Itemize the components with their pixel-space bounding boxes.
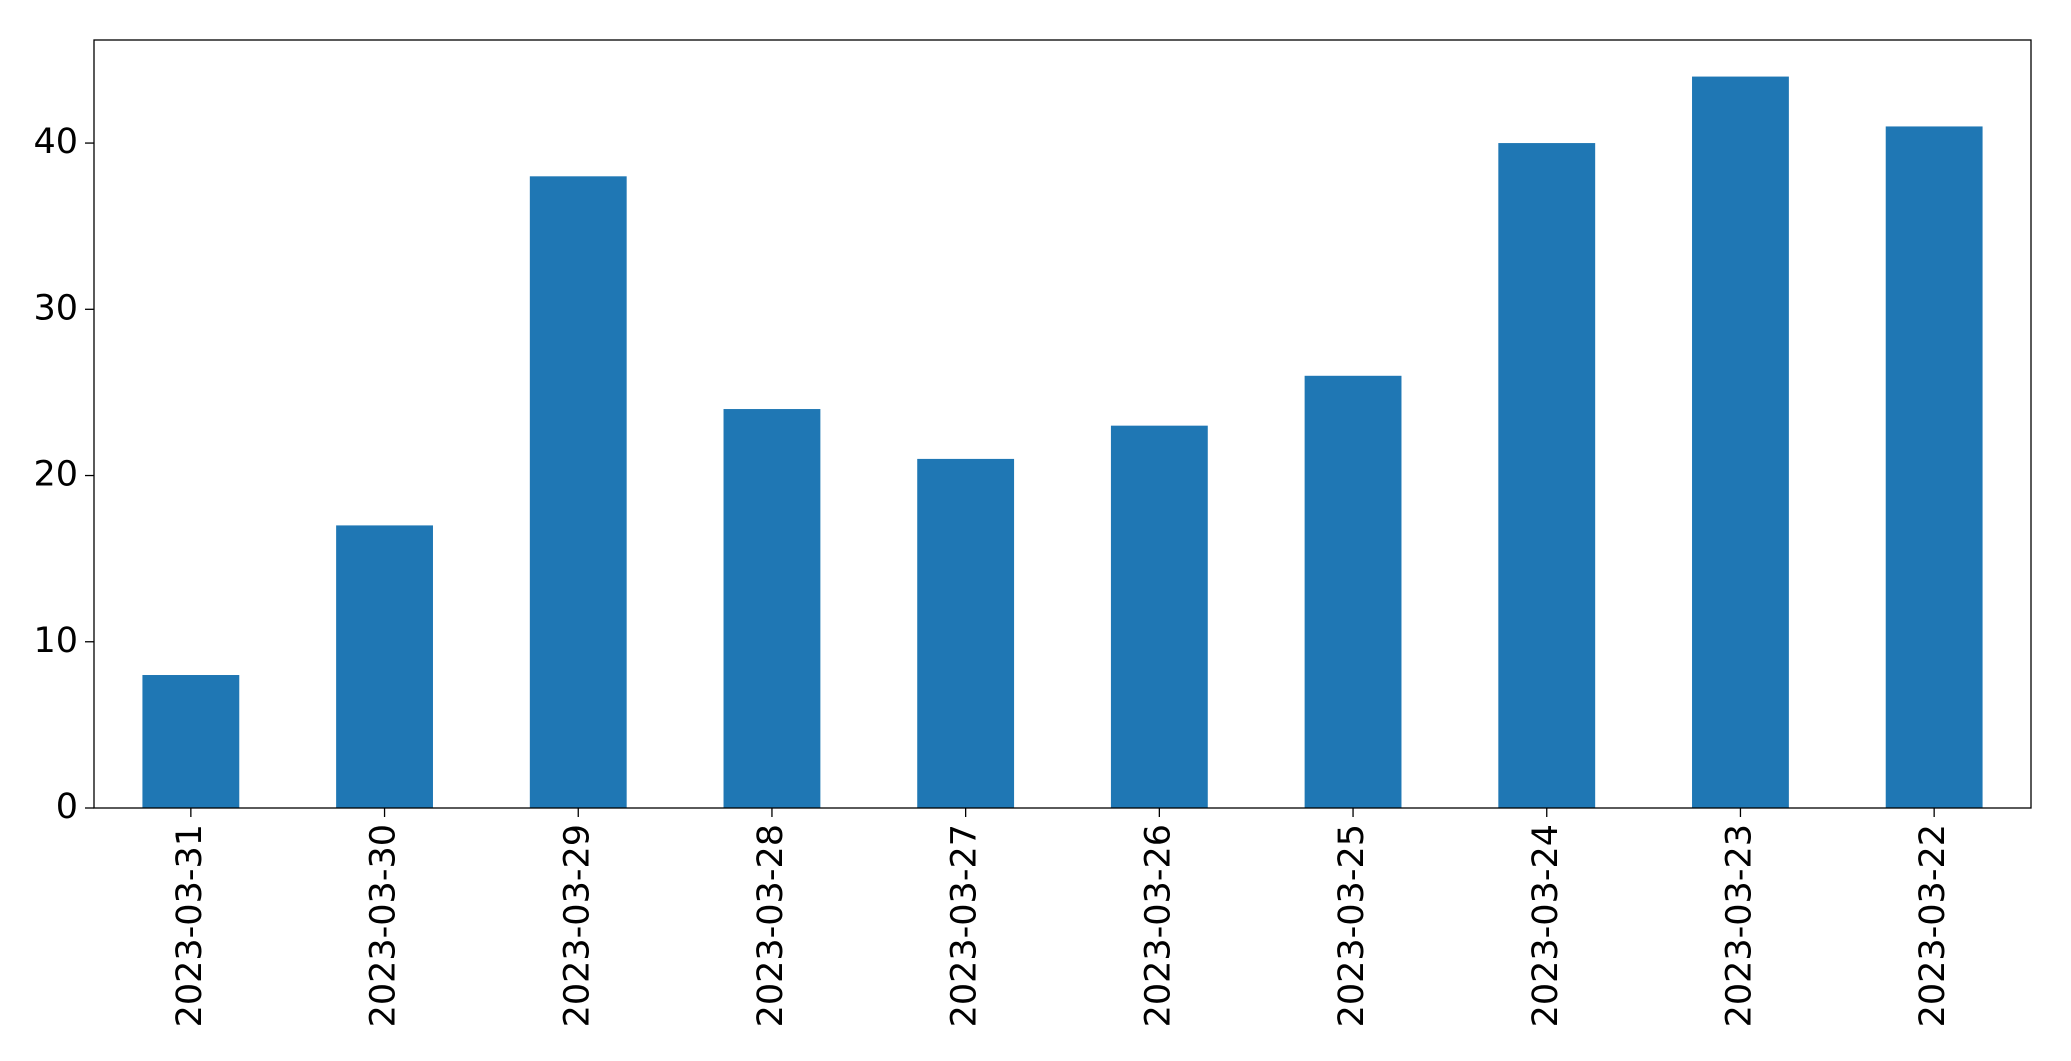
- x-tick-label: 2023-03-26: [1138, 824, 1178, 1027]
- x-tick-label: 2023-03-28: [751, 824, 791, 1027]
- bar: [1885, 126, 1983, 809]
- bar: [1498, 143, 1596, 808]
- bar: [723, 409, 821, 808]
- x-tick-label: 2023-03-25: [1332, 824, 1372, 1027]
- y-tick-label: 10: [33, 621, 78, 661]
- y-tick-label: 0: [56, 787, 78, 827]
- x-tick-label: 2023-03-30: [364, 824, 404, 1027]
- bar: [1692, 76, 1789, 809]
- bar: [529, 176, 627, 808]
- x-tick-label: 2023-03-27: [945, 824, 985, 1027]
- bar: [917, 458, 1015, 808]
- x-tick-label: 2023-03-23: [1719, 824, 1759, 1027]
- y-tick-label: 20: [33, 455, 78, 495]
- x-tick-label: 2023-03-24: [1526, 824, 1566, 1027]
- bar: [142, 675, 240, 808]
- x-tick-label: 2023-03-29: [557, 824, 597, 1027]
- y-tick-label: 40: [33, 122, 78, 162]
- y-tick-label: 30: [33, 288, 78, 328]
- bar: [1110, 425, 1208, 808]
- x-tick-label: 2023-03-22: [1913, 824, 1953, 1027]
- plot-frame: [93, 39, 2032, 809]
- bar: [1304, 375, 1402, 808]
- bar: [336, 525, 433, 808]
- x-tick-label: 2023-03-31: [170, 824, 210, 1027]
